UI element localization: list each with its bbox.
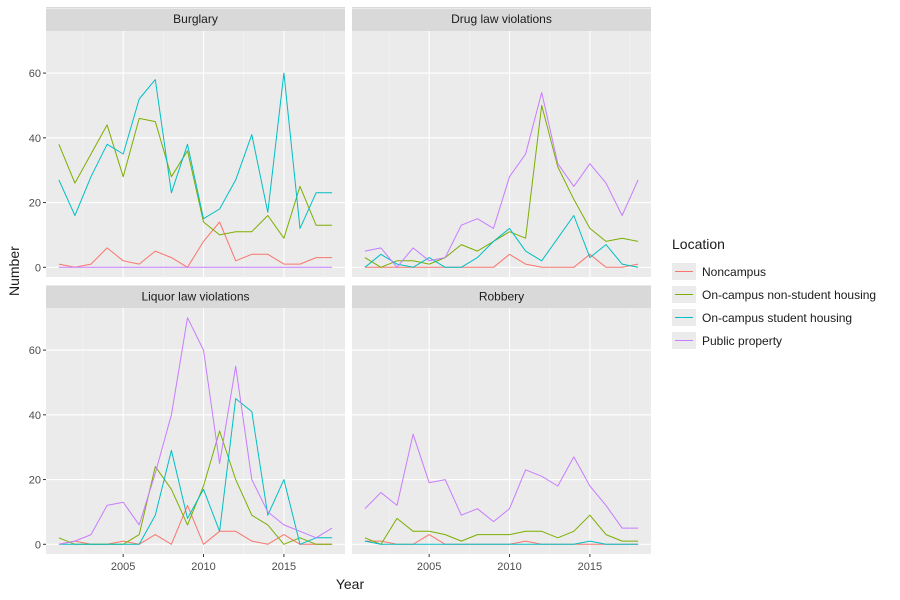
x-tick-label: 2015 bbox=[578, 561, 602, 573]
legend-label: Public property bbox=[702, 333, 783, 348]
y-tick-label: 60 bbox=[29, 345, 41, 357]
x-tick-label: 2005 bbox=[111, 561, 135, 573]
legend-title: Location bbox=[672, 236, 725, 252]
facet-title: Liquor law violations bbox=[141, 290, 249, 304]
legend-swatch bbox=[675, 294, 693, 295]
y-tick-label: 40 bbox=[29, 410, 41, 422]
facet-title: Robbery bbox=[479, 290, 524, 304]
facet-strip bbox=[46, 285, 345, 308]
legend-key bbox=[672, 263, 696, 280]
y-tick-label: 40 bbox=[29, 133, 41, 145]
series-line bbox=[58, 221, 333, 268]
legend-key bbox=[672, 286, 696, 303]
y-axis-label: Number bbox=[6, 246, 22, 296]
y-tick-label: 0 bbox=[35, 539, 41, 551]
series-line bbox=[58, 117, 333, 239]
series-line bbox=[58, 398, 333, 545]
x-tick-label: 2015 bbox=[272, 561, 296, 573]
series-line bbox=[364, 92, 639, 268]
legend-key bbox=[672, 332, 696, 349]
legend-item: On-campus non-student housing bbox=[672, 283, 876, 306]
legend-item: Noncampus bbox=[672, 260, 876, 283]
panel-background bbox=[352, 31, 651, 277]
series-line bbox=[364, 514, 639, 545]
facet-title: Drug law violations bbox=[451, 12, 552, 26]
y-tick-label: 0 bbox=[35, 262, 41, 274]
series-line bbox=[364, 433, 639, 529]
legend-item: Public property bbox=[672, 329, 876, 352]
series-line bbox=[364, 215, 639, 268]
x-tick-label: 2010 bbox=[497, 561, 521, 573]
x-axis-label: Year bbox=[335, 576, 365, 592]
panel-background bbox=[352, 308, 651, 554]
legend-swatch bbox=[675, 340, 693, 341]
facet-title: Burglary bbox=[173, 12, 218, 26]
legend-label: On-campus non-student housing bbox=[702, 287, 877, 302]
y-tick-label: 20 bbox=[29, 475, 41, 487]
facet-strip bbox=[352, 285, 651, 308]
legend-swatch bbox=[675, 317, 693, 318]
legend-item: On-campus student housing bbox=[672, 306, 876, 329]
y-tick-label: 60 bbox=[29, 68, 41, 80]
panel-background bbox=[46, 308, 345, 554]
panel-background bbox=[46, 31, 345, 277]
facet-strip bbox=[46, 7, 345, 31]
legend-label: Noncampus bbox=[702, 264, 767, 279]
series-line bbox=[364, 253, 639, 268]
y-tick-label: 20 bbox=[29, 198, 41, 210]
series-line bbox=[58, 72, 333, 229]
legend: Location Noncampus On-campus non-student… bbox=[672, 236, 876, 352]
legend-key bbox=[672, 309, 696, 326]
legend-swatch bbox=[675, 271, 693, 272]
series-line bbox=[364, 104, 639, 268]
x-tick-label: 2005 bbox=[417, 561, 441, 573]
series-line bbox=[58, 317, 333, 545]
legend-label: On-campus student housing bbox=[702, 310, 853, 325]
series-line bbox=[364, 540, 639, 545]
x-tick-label: 2010 bbox=[191, 561, 215, 573]
facet-strip bbox=[352, 7, 651, 31]
